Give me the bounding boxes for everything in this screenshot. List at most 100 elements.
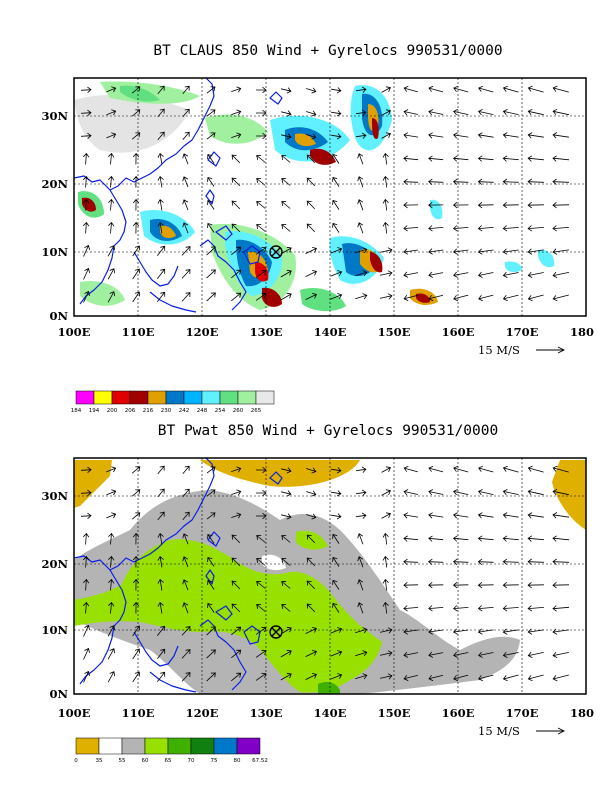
wind-arrow <box>83 244 90 257</box>
wind-arrow <box>305 627 317 634</box>
wind-arrow <box>527 512 544 519</box>
wind-arrow <box>206 269 216 279</box>
wind-arrow <box>231 269 242 279</box>
wind-arrow <box>83 267 90 280</box>
wind-arrow <box>477 271 494 278</box>
wind-arrow <box>502 512 519 519</box>
wind-arrow <box>357 579 364 591</box>
wind-arrow <box>428 465 444 473</box>
wind-arrow <box>181 269 191 279</box>
wind-arrow <box>80 466 92 473</box>
wind-arrow <box>182 199 189 211</box>
wind-arrow <box>306 467 317 474</box>
wind-arrow <box>108 532 115 545</box>
colorbar-label: 216 <box>143 408 154 414</box>
wind-arrow <box>206 466 216 474</box>
bottom-ytick: 10N <box>41 623 68 637</box>
wind-arrow <box>355 247 368 254</box>
wind-arrow <box>332 579 340 590</box>
wind-arrow <box>357 533 364 545</box>
wind-arrow <box>478 465 494 473</box>
wind-arrow <box>231 603 241 613</box>
bottom-xtick: 100E <box>58 706 91 720</box>
wind-arrow <box>306 580 316 590</box>
wind-arrow <box>453 674 469 682</box>
wind-arrow <box>380 673 393 680</box>
wind-arrow <box>256 178 266 186</box>
wind-arrow <box>281 558 291 566</box>
wind-arrow <box>502 535 519 542</box>
wind-arrow <box>281 133 292 140</box>
wind-arrow <box>305 247 317 254</box>
wind-arrow <box>403 651 419 658</box>
wind-arrow <box>552 271 569 278</box>
wind-arrow <box>403 605 419 612</box>
wind-arrow <box>527 674 544 682</box>
top-xtick: 130E <box>250 325 283 339</box>
colorbar-label: 265 <box>251 408 262 414</box>
wind-arrow <box>502 581 519 589</box>
wind-arrow <box>132 268 141 280</box>
wind-arrow <box>331 467 342 474</box>
wind-arrow <box>428 535 444 542</box>
colorbar-swatch <box>111 390 131 405</box>
wind-arrow <box>382 221 389 234</box>
wind-arrow <box>403 512 419 519</box>
colorbar-label: 80 <box>234 758 241 764</box>
wind-arrow <box>552 605 570 612</box>
wind-arrow <box>207 176 215 187</box>
wind-arrow <box>108 198 115 211</box>
bottom-pwat-field <box>74 460 586 694</box>
colorbar-swatch <box>167 737 192 755</box>
top-xtick: 170E <box>506 325 539 339</box>
wind-arrow <box>231 466 242 473</box>
wind-arrow <box>330 673 343 680</box>
wind-arrow <box>552 535 570 542</box>
wind-arrow <box>332 176 340 187</box>
bottom-gyre-marker <box>269 625 283 639</box>
wind-arrow <box>477 628 494 635</box>
wind-arrow <box>182 153 189 165</box>
wind-arrow <box>255 649 267 658</box>
wind-arrow <box>281 467 292 474</box>
wind-arrow <box>552 294 569 302</box>
wind-arrow <box>357 222 364 234</box>
top-scale-label: 15 M/S <box>478 343 520 357</box>
wind-arrow <box>355 627 368 634</box>
wind-arrow <box>83 221 90 234</box>
wind-arrow <box>231 200 241 210</box>
top-map <box>73 77 587 317</box>
wind-arrow <box>107 625 116 637</box>
bottom-xtick: 150E <box>378 706 411 720</box>
wind-arrow <box>306 110 317 117</box>
colorbar-label: 248 <box>197 408 208 414</box>
wind-arrow <box>80 489 92 496</box>
wind-arrow <box>256 581 266 589</box>
wind-arrow <box>527 248 544 255</box>
wind-arrow <box>207 579 215 590</box>
wind-arrow <box>502 85 519 93</box>
wind-arrow <box>281 581 291 589</box>
panel-bottom-title: BT Pwat 850 Wind + Gyrelocs 990531/0000 <box>158 423 498 439</box>
wind-arrow <box>478 294 494 302</box>
wind-arrow <box>281 490 292 497</box>
wind-arrow <box>256 558 266 566</box>
top-y-axis: 30N 20N 10N 0N <box>41 109 68 323</box>
wind-arrow <box>256 466 267 474</box>
wind-arrow <box>83 624 90 637</box>
colorbar-label: 70 <box>188 758 195 764</box>
wind-arrow <box>157 601 164 614</box>
wind-arrow <box>428 85 444 93</box>
wind-arrow <box>281 224 291 232</box>
wind-arrow <box>131 132 141 140</box>
colorbar-label: 75 <box>211 758 218 764</box>
wind-arrow <box>181 626 191 636</box>
top-map-frame <box>73 77 587 317</box>
colorbar-label: 0 <box>74 758 78 764</box>
wind-arrow <box>477 248 494 255</box>
wind-arrow <box>182 465 190 475</box>
wind-arrow <box>403 628 419 635</box>
colorbar-swatch <box>75 390 95 405</box>
wind-arrow <box>477 651 494 658</box>
